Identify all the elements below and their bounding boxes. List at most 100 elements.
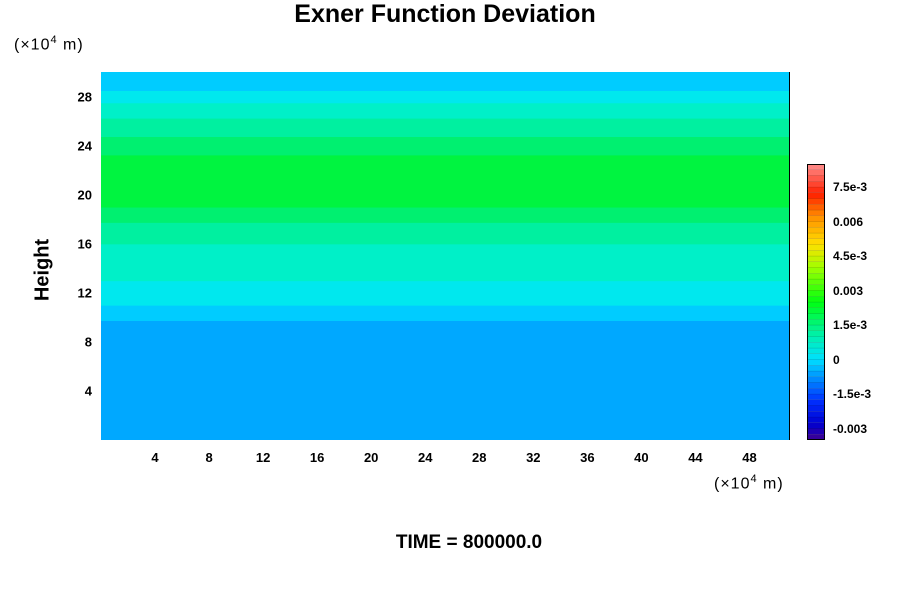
contour-band	[101, 160, 790, 165]
colorbar-segment	[807, 336, 825, 343]
contour-band	[101, 280, 790, 285]
contour-band	[101, 323, 790, 328]
contour-band	[101, 390, 790, 395]
colorbar-segment	[807, 181, 825, 188]
colorbar-segment	[807, 175, 825, 182]
contour-band	[101, 75, 790, 79]
colorbar-segment	[807, 324, 825, 331]
x-tick-label: 8	[205, 450, 213, 465]
colorbar-segment	[807, 273, 825, 280]
colorbar-segment	[807, 267, 825, 274]
contour-band	[101, 354, 790, 358]
colorbar-segment	[807, 307, 825, 314]
colorbar-segment	[807, 428, 825, 435]
contour-band	[101, 170, 790, 174]
contour-band	[101, 203, 790, 208]
colorbar-segment	[807, 359, 825, 366]
contour-band	[101, 164, 790, 168]
contour-band	[101, 259, 790, 263]
x-tick-label: 40	[634, 450, 649, 465]
y-tick-label: 8	[84, 334, 92, 350]
contour-band	[101, 430, 790, 435]
contour-band	[101, 145, 790, 150]
contour-band	[101, 305, 790, 309]
colorbar-segment	[807, 399, 825, 406]
colorbar-segment	[807, 227, 825, 234]
colorbar-frame	[807, 164, 825, 440]
colorbar-tick-label: 4.5e-3	[833, 249, 868, 263]
contour-band	[101, 397, 790, 401]
contour-band	[101, 317, 790, 321]
contour-band	[101, 433, 790, 438]
contour-band	[101, 436, 790, 440]
contour-band	[101, 372, 790, 377]
contour-band	[101, 256, 790, 260]
colorbar-tick-label: 0.003	[833, 283, 864, 298]
contour-band	[101, 139, 790, 144]
time-label: TIME = 800000.0	[395, 532, 543, 553]
contour-band	[101, 188, 790, 193]
contour-band	[101, 348, 790, 352]
contour-band	[101, 332, 790, 337]
colorbar-segment	[807, 198, 825, 205]
colorbar	[807, 164, 825, 440]
y-tick-label: 12	[77, 285, 92, 301]
contour-band	[101, 124, 790, 128]
contour-band	[101, 384, 790, 389]
colorbar-tick-label: -1.5e-3	[833, 387, 872, 401]
y-axis-unit: (×104 m)	[14, 34, 84, 54]
colorbar-segment	[807, 411, 825, 418]
x-tick-label: 24	[418, 450, 433, 465]
colorbar-segment	[807, 169, 825, 176]
contour-band	[101, 252, 790, 257]
x-tick-label: 48	[742, 450, 757, 465]
colorbar-segment	[807, 405, 825, 412]
colorbar-segment	[807, 353, 825, 360]
contour-band	[101, 363, 790, 367]
contour-band	[101, 72, 790, 76]
contour-band	[101, 360, 790, 364]
contour-band	[101, 329, 790, 334]
contour-band	[101, 130, 790, 134]
contour-band	[101, 182, 790, 187]
contour-band	[101, 394, 790, 398]
contour-band	[101, 418, 790, 423]
contour-band	[101, 179, 790, 183]
contour-band	[101, 295, 790, 300]
contour-band	[101, 246, 790, 251]
contour-band	[101, 167, 790, 171]
contour-band	[101, 375, 790, 380]
x-tick-label: 36	[580, 450, 595, 465]
contour-band	[101, 225, 790, 229]
colorbar-segment	[807, 370, 825, 377]
contour-band	[101, 222, 790, 226]
contour-band	[101, 366, 790, 371]
y-tick-label: 16	[77, 236, 92, 252]
contour-band	[101, 298, 790, 303]
contour-band	[101, 314, 790, 318]
y-tick-label: 24	[77, 138, 92, 154]
contour-band	[101, 409, 790, 413]
contour-plot	[101, 72, 790, 440]
contour-band	[101, 268, 790, 272]
contour-band	[101, 292, 790, 297]
contour-band	[101, 277, 790, 282]
contour-band	[101, 114, 790, 119]
colorbar-segment	[807, 296, 825, 303]
colorbar-tick-label: -0.003	[833, 421, 868, 436]
contour-band	[101, 216, 790, 220]
contour-band	[101, 387, 790, 392]
contour-band	[101, 157, 790, 162]
contour-band	[101, 206, 790, 211]
contour-band	[101, 228, 790, 233]
colorbar-segment	[807, 301, 825, 308]
contour-band	[101, 262, 790, 266]
contour-band	[101, 185, 790, 190]
contour-band	[101, 369, 790, 374]
colorbar-segment	[807, 388, 825, 395]
contour-band	[101, 96, 790, 101]
contour-band	[101, 194, 790, 199]
contour-band	[101, 173, 790, 177]
contour-band	[101, 84, 790, 88]
contour-band	[101, 133, 790, 137]
